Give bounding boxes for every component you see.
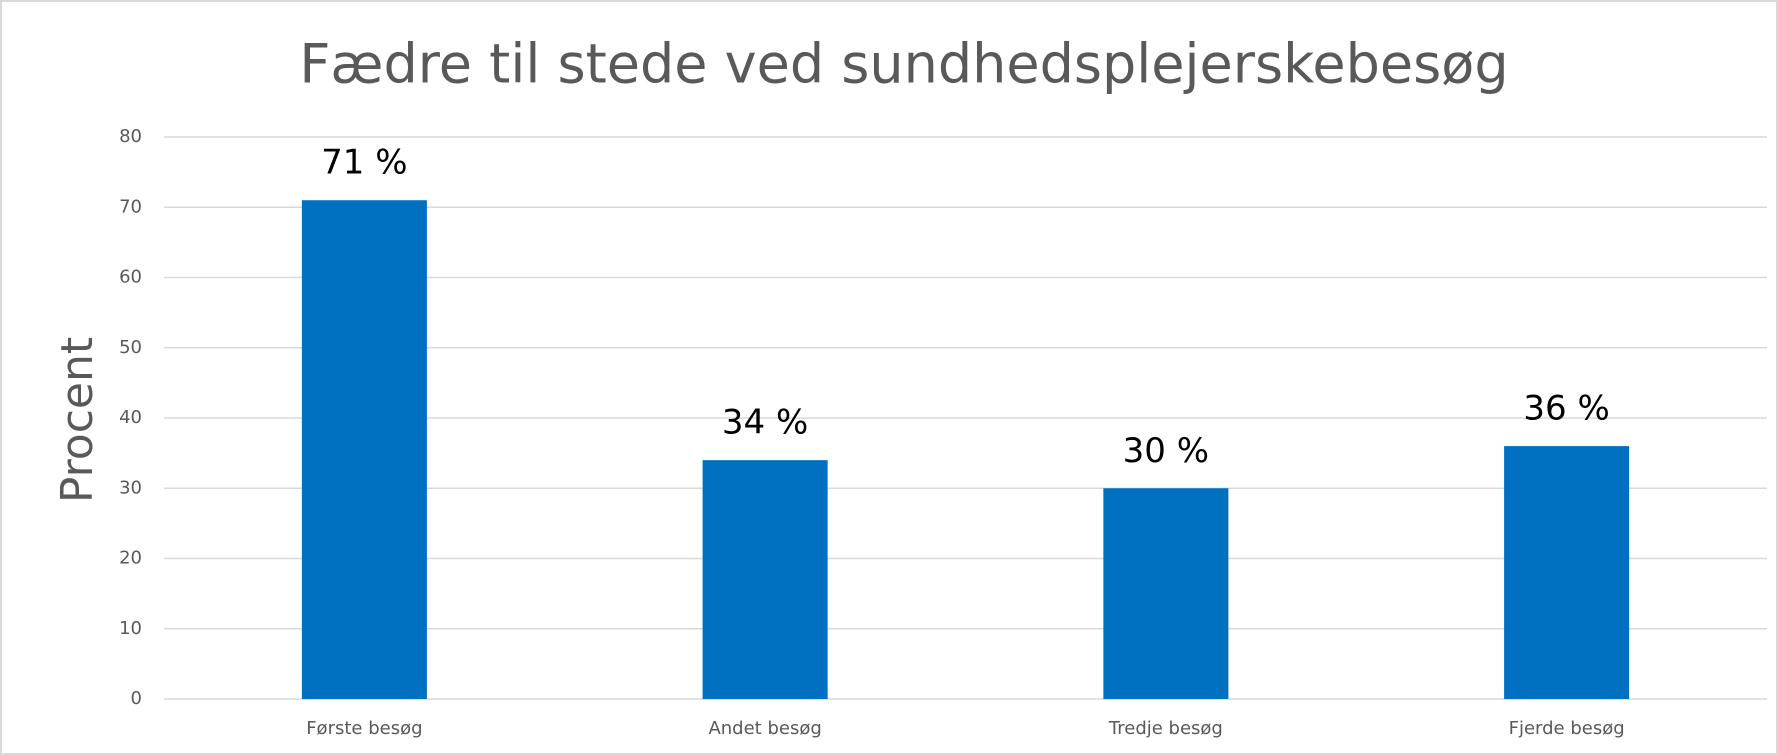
chart-title: Fædre til stede ved sundhedsplejerskebes… [299,33,1508,96]
data-label: 34 % [722,403,808,443]
data-label: 36 % [1523,389,1609,429]
x-tick-label: Andet besøg [708,718,821,739]
bar [702,460,828,699]
y-tick-label: 0 [131,688,142,709]
y-tick-label: 40 [119,407,142,428]
y-tick-label: 80 [119,126,142,147]
bar [301,200,427,699]
y-tick-label: 20 [119,548,142,569]
y-tick-label: 10 [119,618,142,639]
data-label: 30 % [1123,431,1209,471]
x-tick-label: Første besøg [306,718,422,739]
bar [1103,488,1229,699]
y-tick-label: 60 [119,267,142,288]
y-axis-label: Procent [52,337,103,503]
data-label: 71 % [321,143,407,183]
x-tick-label: Tredje besøg [1108,718,1223,739]
y-tick-label: 50 [119,337,142,358]
y-tick-label: 30 [119,477,142,498]
x-tick-label: Fjerde besøg [1509,718,1625,739]
y-tick-label: 70 [119,196,142,217]
bar [1504,446,1630,699]
